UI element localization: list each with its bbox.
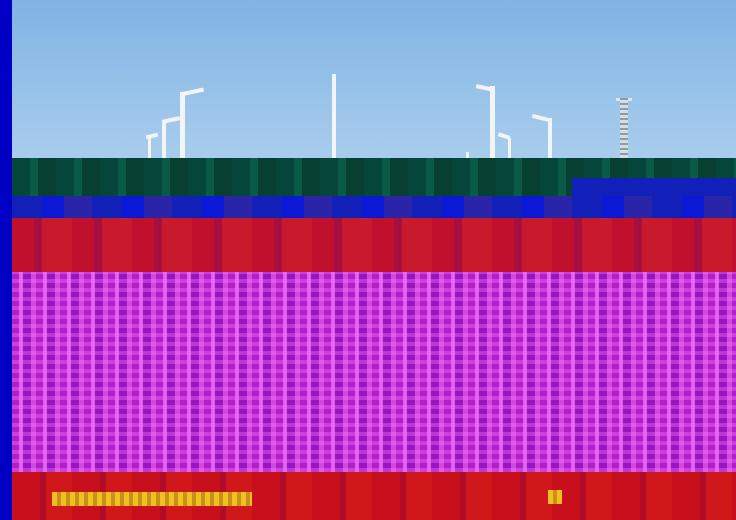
sky	[12, 0, 736, 158]
light-pole	[180, 92, 185, 158]
light-pole	[466, 152, 469, 158]
light-pole	[490, 86, 495, 158]
light-pole	[162, 120, 166, 158]
photo	[12, 0, 736, 520]
treeline-artifact	[572, 178, 736, 196]
magenta-field	[12, 272, 736, 472]
light-pole	[548, 118, 552, 158]
light-pole	[508, 138, 511, 158]
light-pole	[148, 136, 151, 158]
yellow-strip	[548, 490, 562, 504]
antenna-tower	[620, 98, 628, 158]
blue-band	[12, 196, 736, 218]
light-pole	[332, 74, 336, 158]
red-band	[12, 218, 736, 272]
yellow-strip	[52, 492, 252, 506]
